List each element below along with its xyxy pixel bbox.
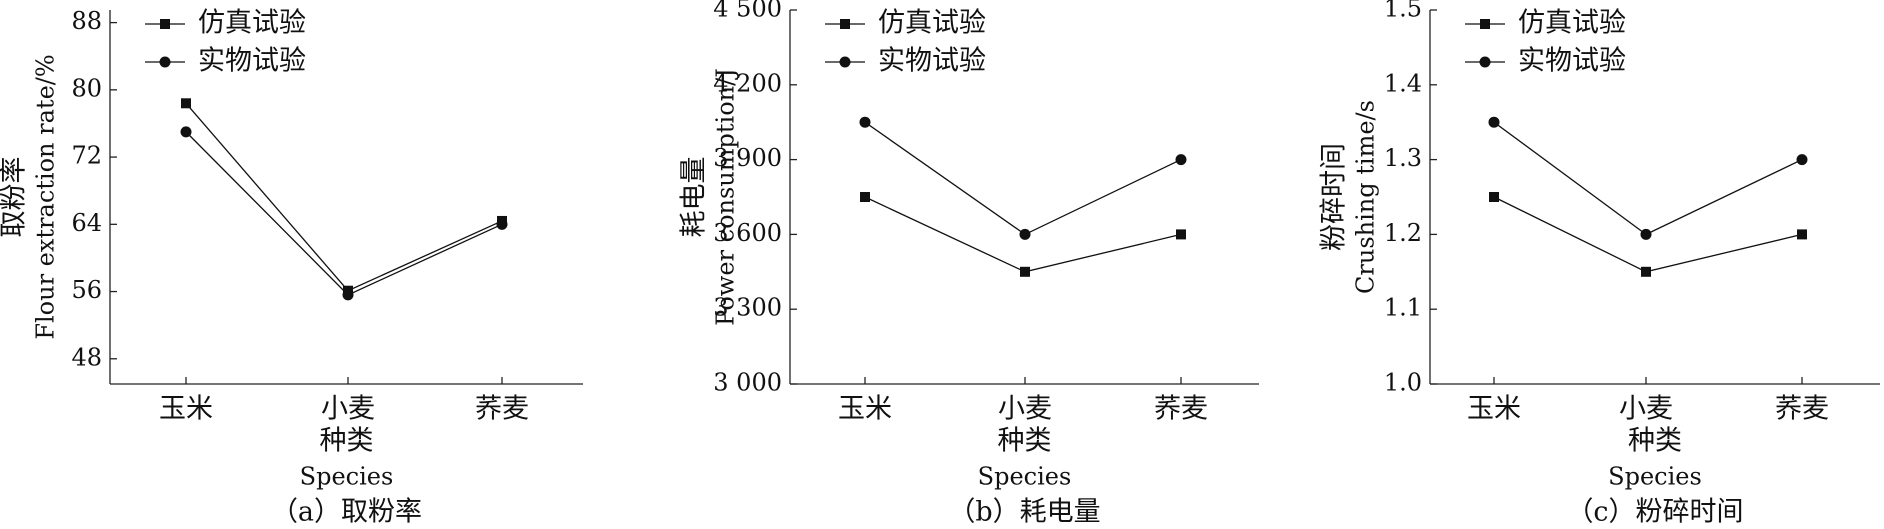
marker [860, 192, 870, 202]
marker [1020, 266, 1030, 277]
marker [839, 56, 851, 68]
x-tick-label: 玉米 [159, 394, 213, 425]
y-tick-label: 64 [71, 209, 102, 237]
marker [1796, 154, 1808, 166]
marker [1019, 228, 1031, 240]
x-axis-label: 种类 [998, 426, 1052, 457]
series-line [1493, 121, 1803, 236]
marker [180, 126, 192, 138]
marker [1176, 229, 1186, 240]
y-tick-label: 3 300 [713, 294, 782, 322]
x-axis-label: Species [300, 463, 394, 491]
x-axis-label: Species [978, 463, 1072, 491]
y-tick-label: 3 000 [713, 369, 782, 397]
marker [159, 56, 171, 68]
y-tick-label: 4 500 [713, 0, 782, 23]
caption: （c）粉碎时间 [1566, 497, 1743, 528]
marker [496, 218, 508, 230]
x-tick-label: 小麦 [998, 394, 1052, 425]
x-axis-label: 种类 [320, 426, 374, 457]
legend-label: 仿真试验 [1518, 8, 1626, 39]
legend-label: 实物试验 [878, 46, 986, 77]
marker [1641, 266, 1651, 277]
x-tick-label: 小麦 [321, 394, 375, 425]
x-tick-label: 荞麦 [1154, 394, 1208, 425]
y-axis-label: 耗电量 [679, 157, 710, 238]
caption: （a）取粉率 [271, 497, 422, 528]
marker [859, 116, 871, 128]
x-tick-label: 玉米 [838, 394, 892, 425]
marker [1488, 116, 1500, 128]
x-tick-label: 小麦 [1619, 394, 1673, 425]
marker [1640, 228, 1652, 240]
y-tick-label: 3 900 [713, 144, 782, 172]
y-tick-label: 1.0 [1384, 369, 1422, 397]
marker [1480, 19, 1490, 29]
y-tick-label: 1.5 [1384, 0, 1422, 23]
marker [1479, 56, 1491, 68]
legend-label: 仿真试验 [878, 8, 986, 39]
legend-label: 仿真试验 [198, 8, 306, 39]
y-axis-label: Crushing time/s [1352, 100, 1380, 294]
marker [342, 289, 354, 301]
series-line [185, 102, 503, 292]
y-tick-label: 1.4 [1384, 69, 1422, 97]
caption: （b）耗电量 [948, 497, 1100, 528]
y-tick-label: 56 [71, 276, 102, 304]
y-tick-label: 4 200 [713, 69, 782, 97]
y-axis-label: Power consumption/J [712, 68, 740, 326]
x-tick-label: 玉米 [1467, 394, 1521, 425]
series-line [185, 131, 503, 296]
y-axis-label: 粉碎时间 [1319, 143, 1350, 251]
y-tick-label: 80 [71, 74, 102, 102]
y-tick-label: 48 [71, 343, 102, 371]
legend-label: 实物试验 [198, 46, 306, 77]
x-axis-label: 种类 [1628, 426, 1682, 457]
y-tick-label: 1.1 [1384, 294, 1422, 322]
marker [181, 98, 191, 109]
y-tick-label: 88 [71, 7, 102, 35]
y-tick-label: 72 [71, 142, 102, 170]
y-tick-label: 3 600 [713, 219, 782, 247]
marker [1797, 229, 1807, 240]
y-axis-label: Flour extraction rate/% [32, 54, 60, 339]
x-axis-label: Species [1608, 463, 1702, 491]
x-tick-label: 荞麦 [475, 394, 529, 425]
y-tick-label: 1.3 [1384, 144, 1422, 172]
marker [1489, 192, 1499, 202]
legend-label: 实物试验 [1518, 46, 1626, 77]
marker [840, 19, 850, 29]
x-tick-label: 荞麦 [1775, 394, 1829, 425]
series-line [864, 121, 1182, 236]
marker [160, 19, 170, 29]
y-axis-label: 取粉率 [0, 157, 30, 238]
y-tick-label: 1.2 [1384, 219, 1422, 247]
marker [1175, 154, 1187, 166]
